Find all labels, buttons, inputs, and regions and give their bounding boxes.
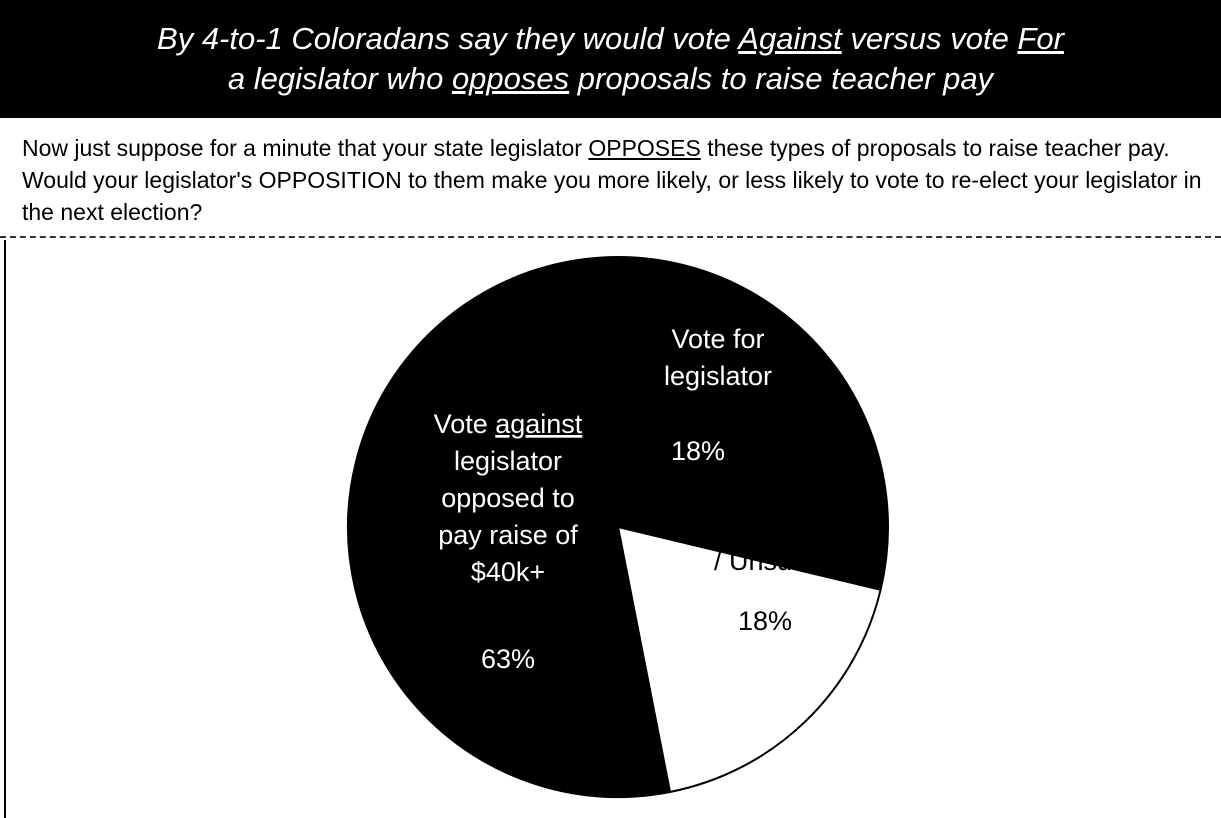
pie-slice-no-difference bbox=[616, 525, 882, 794]
pie-slice-vote-against bbox=[347, 256, 786, 798]
title-text: a legislator who bbox=[227, 61, 452, 96]
slice-percent-vote-against: 63% bbox=[481, 644, 535, 674]
slide-title: By 4-to-1 Coloradans say they would vote… bbox=[0, 0, 1221, 118]
left-border bbox=[4, 240, 6, 818]
pie-labels: Vote for legislator 18% No difference / Unsu… bbox=[434, 324, 845, 674]
question-text: these types of proposals to raise teache… bbox=[22, 135, 1202, 225]
slice-name-vote-against: Vote against legislator opposed to pay rais… bbox=[434, 409, 583, 587]
pie-slices bbox=[347, 256, 889, 798]
title-line-1: By 4-to-1 Coloradans say they would vote… bbox=[157, 19, 1064, 59]
question-text: Now just suppose for a minute that your … bbox=[22, 135, 589, 161]
question-emphasis: OPPOSES bbox=[588, 135, 701, 161]
survey-question: Now just suppose for a minute that your … bbox=[0, 120, 1221, 238]
slice-name-no-difference: No difference / Unsure bbox=[685, 509, 845, 576]
title-text: proposals to raise teacher pay bbox=[569, 61, 994, 96]
title-emphasis-against: Against bbox=[738, 21, 842, 56]
title-text: versus vote bbox=[841, 21, 1018, 56]
title-emphasis-for: For bbox=[1017, 21, 1064, 56]
slice-percent-vote-for: 18% bbox=[671, 436, 725, 466]
title-text: By 4-to-1 Coloradans say they would vote bbox=[157, 21, 739, 56]
slice-percent-no-difference: 18% bbox=[738, 606, 792, 636]
title-line-2: a legislator who opposes proposals to ra… bbox=[228, 59, 993, 99]
pie-slice-vote-for bbox=[616, 312, 889, 592]
title-emphasis-opposes: opposes bbox=[451, 61, 570, 96]
slice-name-vote-for: Vote for legislator bbox=[664, 324, 772, 391]
